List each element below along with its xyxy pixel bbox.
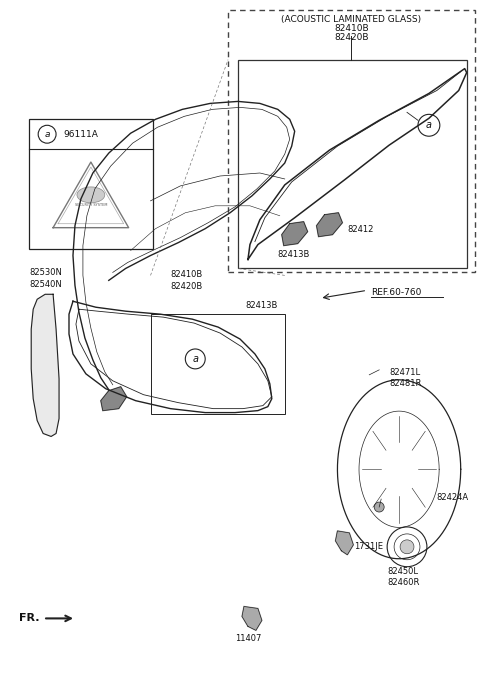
Polygon shape: [101, 387, 127, 411]
Text: 82413B: 82413B: [278, 249, 310, 258]
Polygon shape: [242, 606, 262, 630]
Text: SECURITY SYSTEM: SECURITY SYSTEM: [75, 203, 107, 207]
Text: 82413B: 82413B: [245, 300, 277, 310]
Text: 82471L
82481R: 82471L 82481R: [389, 368, 421, 388]
Ellipse shape: [77, 187, 105, 203]
Bar: [228, 10, 475, 272]
Text: FR.: FR.: [19, 613, 39, 624]
Text: 82412: 82412: [348, 225, 374, 234]
Bar: [238, 60, 467, 269]
Polygon shape: [31, 294, 59, 436]
Text: REF.60-760: REF.60-760: [371, 288, 421, 297]
Circle shape: [374, 502, 384, 512]
Text: 82410B
82420B: 82410B 82420B: [170, 270, 203, 291]
Text: 82410B: 82410B: [334, 24, 369, 33]
Bar: [151, 314, 285, 413]
Polygon shape: [316, 213, 342, 236]
Text: 96111A: 96111A: [63, 130, 98, 138]
Text: 1731JE: 1731JE: [354, 542, 384, 551]
Text: 82424A: 82424A: [437, 493, 469, 502]
Bar: [29, 119, 153, 249]
Circle shape: [400, 540, 414, 554]
Text: 82420B: 82420B: [334, 33, 369, 42]
Text: 82450L
82460R: 82450L 82460R: [387, 567, 420, 587]
Text: a: a: [426, 121, 432, 130]
Text: 82530N
82540N: 82530N 82540N: [29, 269, 62, 289]
Polygon shape: [282, 222, 308, 245]
Text: 11407: 11407: [235, 634, 261, 643]
Text: a: a: [44, 130, 50, 138]
Text: a: a: [192, 354, 198, 364]
Polygon shape: [336, 531, 353, 555]
Text: (ACOUSTIC LAMINATED GLASS): (ACOUSTIC LAMINATED GLASS): [281, 15, 421, 24]
